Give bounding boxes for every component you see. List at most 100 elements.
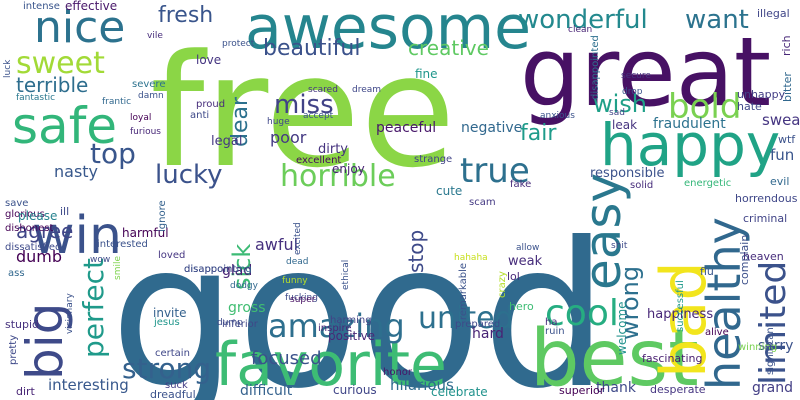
word-remarkable: remarkable (458, 263, 469, 320)
word-accept: accept (303, 111, 334, 121)
word-amazing: amazing (268, 307, 405, 345)
word-anti: anti (190, 110, 209, 121)
word-hard: hard (472, 326, 504, 342)
word-fine: fine (415, 67, 438, 81)
word-dumb: dumb (16, 247, 62, 266)
word-pretty: pretty (8, 335, 19, 365)
word-responsible: responsible (590, 166, 665, 181)
word-horrendous: horrendous (735, 192, 798, 205)
word-rich: rich (780, 35, 793, 56)
word-horrible: horrible (280, 159, 396, 194)
word-dreadful: dreadful (150, 388, 196, 400)
word-thank: thank (596, 380, 637, 396)
word-great: great (520, 18, 771, 128)
word-win: win (32, 206, 122, 266)
word-dear: dear (228, 96, 253, 147)
word-good: good (110, 200, 609, 400)
word-interested: interested (97, 239, 148, 250)
word-limited: limited (753, 261, 794, 385)
word-save: save (5, 198, 28, 209)
word-dirty: dirty (318, 142, 348, 157)
word-hilarious: hilarious (390, 376, 454, 394)
word-wow: wow (90, 255, 110, 265)
word-hero: hero (509, 300, 534, 313)
word-fresh: fresh (158, 3, 213, 28)
word-fake: fake (510, 179, 531, 190)
word-clean: clean (568, 25, 592, 35)
word-easy: easy (574, 173, 632, 290)
word-welcome: welcome (615, 301, 629, 355)
word-grand: grand (752, 380, 793, 396)
word-negative: negative (461, 120, 522, 136)
word-jesus: jesus (153, 317, 180, 328)
word-heaven: heaven (743, 250, 784, 263)
word-inferior: inferior (222, 319, 259, 330)
word-successful: successful (675, 280, 686, 332)
word-ass: ass (8, 268, 25, 279)
word-beautiful: beautiful (263, 36, 360, 61)
word-invite: invite (153, 306, 186, 320)
word-happiness: happiness (647, 307, 713, 322)
word-sweet: sweet (16, 46, 105, 81)
word-criminal: criminal (743, 212, 787, 225)
word-flu: flu (700, 265, 714, 278)
word-excellent: excellent (296, 155, 341, 166)
word-desperate: desperate (650, 383, 706, 396)
word-focused: focused (251, 348, 322, 369)
word-nice: nice (34, 2, 125, 53)
word-dirt: dirt (16, 385, 36, 398)
word-loved: loved (158, 250, 185, 261)
word-evil: evil (770, 175, 789, 188)
word-superior: superior (559, 384, 605, 397)
word-prepared: prepared (455, 319, 500, 330)
word-anxious: anxious (540, 111, 575, 121)
word-celebrate: celebrate (431, 385, 488, 399)
word-ruin: ruin (545, 326, 565, 337)
word-glad: glad (222, 263, 252, 279)
word-weak: weak (508, 254, 543, 269)
word-gross: gross (228, 300, 266, 316)
word-bold: bold (668, 87, 741, 127)
word-cool: cool (545, 293, 619, 334)
word-curious: curious (333, 383, 377, 397)
word-fair: fair (520, 121, 557, 146)
word-favorite: favorite (215, 330, 447, 400)
word-fun: fun (770, 146, 794, 164)
word-dream: dream (352, 85, 381, 95)
word-dissatisfied: dissatisfied (5, 242, 61, 253)
word-fucking: fucking (285, 293, 318, 303)
word-disappoint: disappoint (184, 264, 236, 275)
word-ethical: ethical (341, 260, 351, 290)
word-difficult: difficult (240, 383, 293, 399)
word-ha: ha (545, 317, 557, 328)
word-big: big (16, 303, 74, 380)
word-certain: certain (155, 348, 190, 359)
word-peaceful: peaceful (376, 120, 436, 136)
word-scared: scared (308, 85, 338, 95)
word-loyal: loyal (130, 113, 151, 123)
word-fascinating: fascinating (642, 352, 702, 365)
word-perfect: perfect (77, 258, 110, 358)
word-terrible: terrible (16, 73, 88, 97)
word-stupid: stupid (5, 318, 39, 331)
word-strange: strange (414, 154, 452, 165)
word-free: free (150, 21, 456, 202)
word-interesting: interesting (48, 376, 129, 394)
word-solid: solid (630, 180, 653, 191)
word-hahaha: hahaha (454, 253, 488, 263)
word-want: want (685, 5, 749, 35)
word-super: super (290, 295, 316, 305)
word-swear: swear (762, 111, 800, 129)
word-enjoy: enjoy (332, 162, 365, 176)
word-healthy: healthy (697, 217, 751, 390)
word-proud: proud (196, 99, 225, 110)
word-shit: shit (611, 241, 628, 251)
word-miss: miss (274, 90, 334, 120)
word-alive: alive (705, 327, 729, 338)
word-true: true (460, 151, 530, 191)
word-leak: leak (612, 118, 637, 132)
word-sorry: sorry (758, 338, 793, 354)
word-illegal: illegal (757, 7, 790, 20)
